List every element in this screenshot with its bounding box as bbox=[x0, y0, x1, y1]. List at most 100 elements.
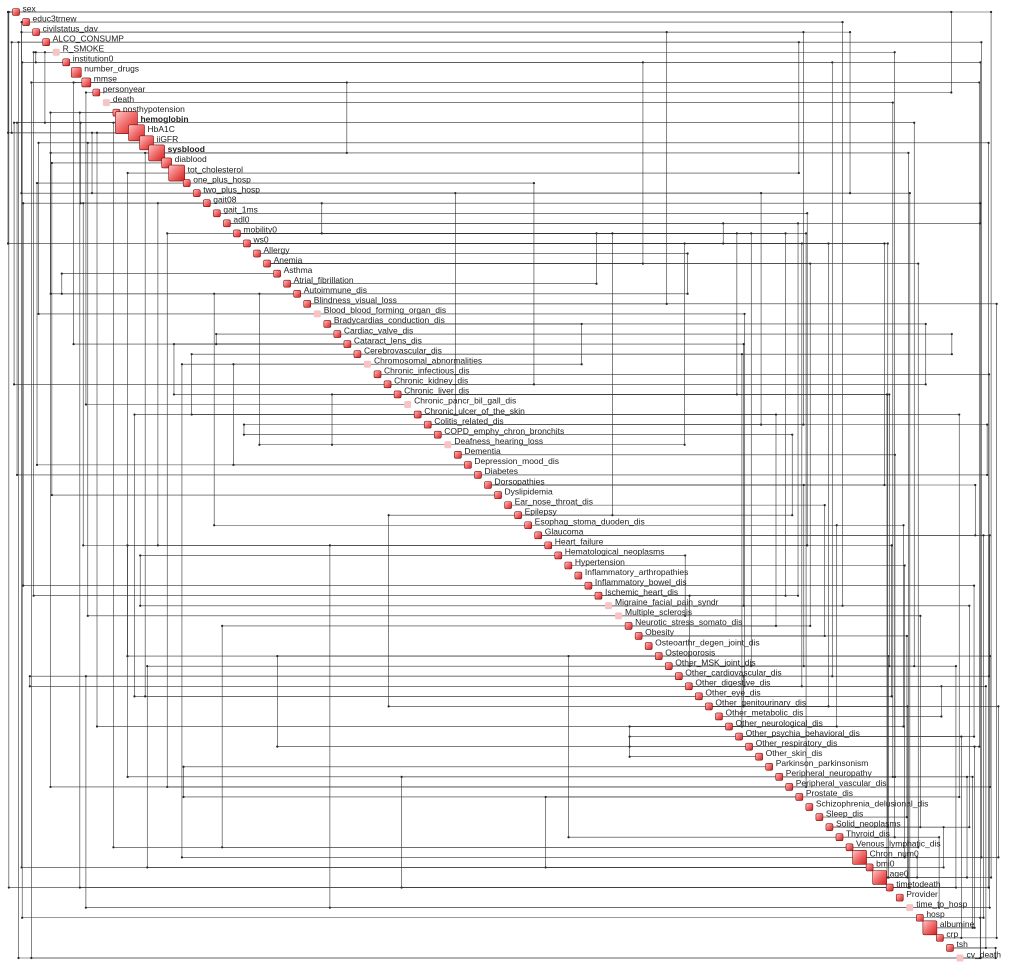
edge-joint bbox=[221, 846, 224, 849]
node-label: Other_MSK_joint_dis bbox=[675, 657, 755, 667]
edge-joint bbox=[722, 222, 725, 225]
edge-joint bbox=[796, 594, 800, 597]
node bbox=[922, 920, 938, 936]
edge-joint bbox=[774, 413, 778, 416]
edge-joint bbox=[35, 463, 39, 466]
node-label: Deafness_hearing_loss bbox=[454, 436, 543, 446]
edge-joint bbox=[215, 343, 218, 346]
node-label: Osteoarthr_degen_joint_dis bbox=[655, 637, 759, 647]
edge-joint bbox=[797, 41, 800, 44]
edge-joint bbox=[21, 916, 24, 919]
node bbox=[946, 944, 954, 952]
edge bbox=[21, 62, 920, 919]
edge-joint bbox=[965, 775, 969, 778]
edge-joint bbox=[979, 956, 982, 960]
edge bbox=[146, 665, 870, 868]
edge-joint bbox=[848, 31, 852, 34]
edge-joint bbox=[20, 192, 23, 195]
edge-joint bbox=[242, 433, 246, 436]
edge-joint bbox=[940, 715, 943, 718]
edge bbox=[126, 122, 915, 667]
edge-joint bbox=[139, 554, 142, 557]
edge-joint bbox=[10, 41, 13, 44]
node-label: sysblood bbox=[168, 144, 205, 154]
edge-joint bbox=[982, 916, 985, 919]
edge-joint bbox=[60, 272, 63, 275]
node-label: Heart_failure bbox=[555, 537, 604, 547]
edge-joint bbox=[802, 31, 805, 34]
node bbox=[363, 360, 371, 368]
edge-joint bbox=[774, 624, 778, 627]
node-label: crp bbox=[946, 929, 958, 939]
edge-joint bbox=[37, 312, 40, 316]
node-label: Colitis_related_dis bbox=[434, 416, 503, 426]
edge-joint bbox=[883, 242, 886, 245]
edge-joint bbox=[823, 504, 826, 507]
node bbox=[815, 813, 824, 821]
node bbox=[454, 451, 462, 459]
edge-joint bbox=[276, 745, 279, 748]
edge-joint bbox=[133, 695, 136, 698]
edge-joint bbox=[86, 614, 89, 617]
edge-joint bbox=[917, 262, 920, 265]
edge-joint bbox=[980, 41, 983, 44]
edge-joint bbox=[974, 483, 977, 487]
edge-joint bbox=[917, 846, 920, 849]
node-label: Autoimmune_dis bbox=[304, 285, 367, 295]
edges bbox=[6, 10, 1000, 960]
node-label: tsh bbox=[956, 939, 968, 949]
edge-joint bbox=[82, 544, 85, 547]
edge-joint bbox=[994, 946, 997, 950]
node bbox=[574, 571, 583, 580]
node bbox=[715, 712, 723, 721]
node-label: Chron_num0 bbox=[870, 849, 919, 859]
node bbox=[755, 752, 763, 761]
node-label: two_plus_hosp bbox=[203, 184, 260, 194]
edge-joint bbox=[258, 443, 261, 446]
edge-joint bbox=[43, 51, 47, 54]
edge-joint bbox=[6, 131, 10, 134]
edge-joint bbox=[902, 524, 905, 527]
edge-joint bbox=[809, 624, 812, 627]
node bbox=[895, 893, 904, 902]
edge-joint bbox=[942, 866, 945, 869]
edge-joint bbox=[979, 202, 982, 205]
edge bbox=[598, 595, 690, 667]
edge bbox=[216, 212, 808, 546]
node-label: Hypertension bbox=[575, 557, 625, 567]
edge-joint bbox=[611, 514, 614, 517]
edge-joint bbox=[973, 745, 976, 748]
edge-joint bbox=[595, 282, 598, 285]
node bbox=[725, 722, 733, 731]
node-label: Bradycardias_conduction_dis bbox=[334, 315, 445, 325]
edge bbox=[31, 82, 960, 959]
edge-joint bbox=[684, 614, 687, 617]
edge-joint bbox=[95, 725, 99, 728]
edge bbox=[206, 202, 981, 959]
edge-joint bbox=[740, 353, 744, 356]
edge-joint bbox=[12, 121, 16, 124]
edge-joint bbox=[978, 745, 981, 748]
edge bbox=[73, 82, 348, 345]
node-label: Provider bbox=[906, 889, 938, 899]
edge-joint bbox=[968, 604, 971, 607]
node bbox=[413, 410, 422, 419]
edge-joint bbox=[34, 61, 37, 64]
edge-joint bbox=[888, 393, 891, 396]
edge bbox=[61, 273, 298, 295]
node-label: albumine bbox=[940, 919, 975, 929]
node-label: Dementia bbox=[464, 446, 501, 456]
edge-joint bbox=[28, 685, 31, 688]
node bbox=[102, 99, 110, 107]
node-label: Asthma bbox=[284, 265, 313, 275]
edge bbox=[35, 51, 67, 63]
node-label: Chronic_pancr_bil_gall_dis bbox=[414, 396, 516, 406]
edge-joint bbox=[30, 81, 33, 84]
edge-joint bbox=[611, 232, 614, 235]
edge bbox=[18, 41, 960, 959]
node-label: Esophag_stoma_duoden_dis bbox=[535, 517, 645, 527]
node bbox=[534, 531, 543, 540]
edge-joint bbox=[146, 665, 149, 668]
edge-joint bbox=[950, 353, 953, 356]
node bbox=[685, 682, 693, 691]
